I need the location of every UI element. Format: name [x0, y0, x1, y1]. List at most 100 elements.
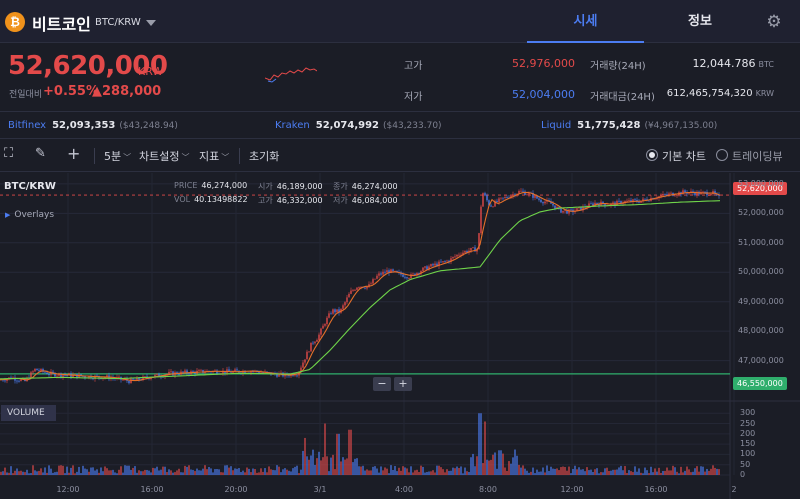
- volume-bar: [496, 468, 498, 475]
- volume-bar: [64, 473, 66, 475]
- volume-bar: [144, 469, 146, 475]
- pencil-icon[interactable]: ✎: [35, 146, 46, 161]
- volume-bar: [610, 470, 612, 475]
- exchange-name[interactable]: Kraken: [275, 120, 310, 131]
- ohlc-high-key: 고가: [258, 196, 273, 205]
- volume-bar: [688, 469, 690, 475]
- reset-button[interactable]: 초기화: [249, 150, 280, 163]
- gear-icon[interactable]: ⚙: [766, 12, 782, 32]
- candle-body: [474, 247, 476, 252]
- volume-unit: BTC: [758, 60, 775, 69]
- volume-bar: [90, 467, 92, 475]
- fullscreen-icon[interactable]: ⛶: [4, 146, 14, 161]
- volume-bar: [410, 466, 412, 475]
- radio-tradingview[interactable]: [716, 149, 728, 161]
- candle-body: [36, 368, 38, 371]
- coin-name[interactable]: 비트코인: [32, 15, 91, 34]
- volume-bar: [220, 472, 222, 475]
- volume-bar: [546, 465, 548, 475]
- radio-basic-chart[interactable]: [646, 149, 658, 161]
- candle-body: [656, 198, 658, 200]
- exchange-name[interactable]: Bitfinex: [8, 120, 47, 131]
- chevron-down-icon: ﹀: [123, 153, 132, 162]
- zoom-in-button[interactable]: +: [394, 377, 412, 391]
- candle-body: [470, 247, 472, 251]
- chevron-down-icon[interactable]: [146, 20, 156, 26]
- time-tick-label: 8:00: [479, 485, 497, 494]
- candle-body: [578, 207, 580, 209]
- basic-chart-label[interactable]: 기본 차트: [662, 150, 706, 163]
- chart-settings-select[interactable]: 차트설정 ﹀: [139, 148, 189, 164]
- volume-bar: [384, 467, 386, 475]
- candle-body: [316, 339, 318, 342]
- volume-bar: [72, 465, 74, 475]
- volume-bar: [550, 466, 552, 475]
- candle-body: [356, 287, 358, 290]
- volume-tick-label: 150: [740, 439, 756, 449]
- volume-bar: [260, 468, 262, 475]
- candle-body: [64, 375, 66, 376]
- volume-bar: [658, 467, 660, 475]
- volume-bar: [196, 468, 198, 475]
- interval-select[interactable]: 5분 ﹀: [104, 148, 131, 164]
- volume-bar: [454, 468, 456, 475]
- volume-bar: [702, 466, 704, 475]
- volume-bar: [670, 470, 672, 475]
- candle-body: [472, 247, 474, 249]
- candle-body: [20, 379, 22, 382]
- volume-bar: [710, 468, 712, 475]
- volume-bar: [110, 470, 112, 475]
- volume-bar: [484, 421, 486, 475]
- coin-pair[interactable]: BTC/KRW: [95, 17, 141, 28]
- volume-bar: [138, 470, 140, 475]
- candle-body: [204, 372, 206, 374]
- volume-bar: [224, 465, 226, 475]
- candle-body: [404, 276, 406, 278]
- candle-body: [564, 210, 566, 212]
- volume-bar: [506, 470, 508, 475]
- volume-bar: [268, 466, 270, 475]
- volume-bar: [108, 470, 110, 475]
- volume-bar: [628, 470, 630, 475]
- volume-bar: [636, 471, 638, 475]
- candle-body: [478, 233, 480, 250]
- volume-bar: [350, 429, 352, 475]
- candle-body: [288, 375, 290, 377]
- volume-bar: [576, 469, 578, 475]
- tab-info[interactable]: 정보: [688, 14, 712, 29]
- volume-bar: [52, 472, 54, 475]
- volume-bar: [390, 465, 392, 475]
- volume-bar: [166, 472, 168, 475]
- tab-price[interactable]: 시세: [527, 0, 644, 43]
- indicators-select[interactable]: 지표 ﹀: [199, 148, 229, 164]
- price-chart[interactable]: BTC/KRW ▶ Overlays PRICE 46,274,000 시가 46,1…: [0, 173, 800, 499]
- tradingview-label[interactable]: 트레이딩뷰: [732, 150, 783, 163]
- time-tick-label: 3/1: [313, 485, 327, 494]
- volume-bar: [438, 465, 440, 475]
- candle-body: [242, 371, 244, 374]
- zoom-out-button[interactable]: −: [373, 377, 391, 391]
- volume-bar: [436, 465, 438, 475]
- time-tick-label: 12:00: [56, 485, 80, 494]
- volume-bar: [446, 469, 448, 475]
- crosshair-icon[interactable]: +: [67, 144, 81, 163]
- volume-bar: [20, 470, 22, 475]
- ohlc-vol-value: 40.13498822: [194, 195, 248, 204]
- chevron-down-icon: ﹀: [181, 153, 190, 162]
- candle-body: [556, 206, 558, 209]
- volume-bar: [16, 468, 18, 475]
- candle-body: [252, 371, 254, 373]
- candle-body: [236, 369, 238, 371]
- volume-bar: [124, 465, 126, 475]
- candle-body: [138, 377, 140, 380]
- price-tick-label: 51,000,000: [738, 237, 784, 247]
- candle-body: [170, 371, 172, 373]
- volume-bar: [544, 472, 546, 475]
- candle-body: [414, 273, 416, 276]
- overlays-toggle[interactable]: ▶ Overlays: [5, 210, 54, 220]
- chart-canvas[interactable]: [0, 173, 800, 499]
- exchange-name[interactable]: Liquid: [541, 120, 572, 131]
- volume-bar: [612, 469, 614, 475]
- volume-bar: [618, 467, 620, 475]
- volume-bar: [248, 468, 250, 475]
